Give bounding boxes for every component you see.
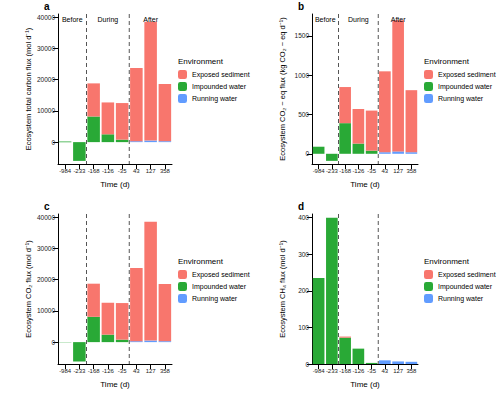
svg-text:-168: -168 (339, 168, 352, 174)
svg-text:400: 400 (298, 214, 309, 221)
svg-text:b: b (298, 1, 304, 12)
svg-text:Ecosystem CO₂ flux (mol d⁻¹): Ecosystem CO₂ flux (mol d⁻¹) (24, 240, 33, 338)
svg-text:30000: 30000 (37, 245, 55, 252)
svg-text:-233: -233 (326, 368, 339, 374)
svg-text:During: During (348, 16, 369, 24)
svg-text:0: 0 (305, 150, 309, 157)
svg-text:43: 43 (133, 168, 140, 174)
svg-text:During: During (98, 16, 119, 24)
svg-text:After: After (143, 16, 158, 23)
svg-text:Impounded water: Impounded water (438, 83, 493, 91)
svg-text:10000: 10000 (37, 107, 55, 114)
svg-text:Exposed sediment: Exposed sediment (192, 271, 250, 279)
svg-text:Time (d): Time (d) (350, 180, 380, 189)
svg-text:-126: -126 (352, 368, 365, 374)
svg-text:Before: Before (315, 16, 336, 23)
svg-text:Ecosystem CH₄ flux (mol d⁻¹): Ecosystem CH₄ flux (mol d⁻¹) (278, 240, 287, 338)
svg-text:358: 358 (406, 368, 417, 374)
svg-text:-233: -233 (73, 168, 86, 174)
svg-text:-984: -984 (313, 168, 326, 174)
svg-text:Running water: Running water (192, 295, 238, 303)
svg-text:-126: -126 (102, 168, 115, 174)
svg-text:Running water: Running water (192, 95, 238, 103)
svg-text:Exposed sediment: Exposed sediment (192, 71, 250, 79)
svg-text:Ecosystem total carbon flux (m: Ecosystem total carbon flux (mol d⁻¹) (24, 27, 33, 150)
svg-text:43: 43 (382, 368, 389, 374)
svg-text:300: 300 (298, 251, 309, 258)
svg-text:-168: -168 (339, 368, 352, 374)
svg-text:-126: -126 (352, 168, 365, 174)
svg-text:358: 358 (160, 368, 171, 374)
svg-text:Time (d): Time (d) (350, 380, 380, 389)
svg-text:-984: -984 (313, 368, 326, 374)
svg-text:127: 127 (146, 168, 157, 174)
svg-text:Impounded water: Impounded water (192, 283, 247, 291)
svg-text:40000: 40000 (37, 14, 55, 21)
svg-text:-233: -233 (326, 168, 339, 174)
svg-text:0: 0 (51, 139, 55, 146)
svg-text:Impounded water: Impounded water (438, 283, 493, 291)
svg-text:Ecosystem CO₂ − eq flux (kg CO: Ecosystem CO₂ − eq flux (kg CO₂ − eq d⁻¹… (278, 17, 287, 161)
svg-text:Environment: Environment (424, 257, 470, 266)
svg-text:d: d (298, 201, 304, 212)
svg-text:-168: -168 (88, 168, 101, 174)
svg-text:20000: 20000 (37, 276, 55, 283)
svg-text:358: 358 (160, 168, 171, 174)
svg-text:-35: -35 (367, 368, 376, 374)
svg-text:-35: -35 (118, 368, 127, 374)
svg-text:127: 127 (393, 368, 404, 374)
svg-text:1000: 1000 (295, 72, 310, 79)
svg-text:43: 43 (133, 368, 140, 374)
svg-text:358: 358 (406, 168, 417, 174)
svg-text:-984: -984 (59, 168, 72, 174)
svg-text:Environment: Environment (424, 57, 470, 66)
svg-text:a: a (44, 1, 50, 12)
svg-text:0: 0 (51, 339, 55, 346)
svg-text:Impounded water: Impounded water (192, 83, 247, 91)
svg-text:Time (d): Time (d) (100, 380, 130, 389)
svg-text:127: 127 (393, 168, 404, 174)
svg-text:Time (d): Time (d) (100, 180, 130, 189)
svg-text:-168: -168 (88, 368, 101, 374)
svg-text:10000: 10000 (37, 307, 55, 314)
svg-text:Environment: Environment (178, 257, 224, 266)
svg-text:20000: 20000 (37, 76, 55, 83)
svg-text:Running water: Running water (438, 295, 484, 303)
svg-text:Before: Before (62, 16, 83, 23)
svg-text:Running water: Running water (438, 95, 484, 103)
svg-text:500: 500 (298, 111, 309, 118)
svg-text:127: 127 (146, 368, 157, 374)
svg-text:Exposed sediment: Exposed sediment (438, 271, 496, 279)
svg-text:After: After (391, 16, 406, 23)
svg-text:1500: 1500 (295, 32, 310, 39)
svg-text:200: 200 (298, 287, 309, 294)
svg-text:43: 43 (382, 168, 389, 174)
svg-text:Environment: Environment (178, 57, 224, 66)
svg-text:-35: -35 (118, 168, 127, 174)
svg-text:c: c (44, 201, 50, 212)
svg-text:40000: 40000 (37, 214, 55, 221)
svg-text:100: 100 (298, 324, 309, 331)
svg-text:-35: -35 (367, 168, 376, 174)
svg-text:-233: -233 (73, 368, 86, 374)
svg-text:0: 0 (305, 361, 309, 368)
svg-text:-984: -984 (59, 368, 72, 374)
svg-text:Exposed sediment: Exposed sediment (438, 71, 496, 79)
svg-text:30000: 30000 (37, 45, 55, 52)
svg-text:-126: -126 (102, 368, 115, 374)
